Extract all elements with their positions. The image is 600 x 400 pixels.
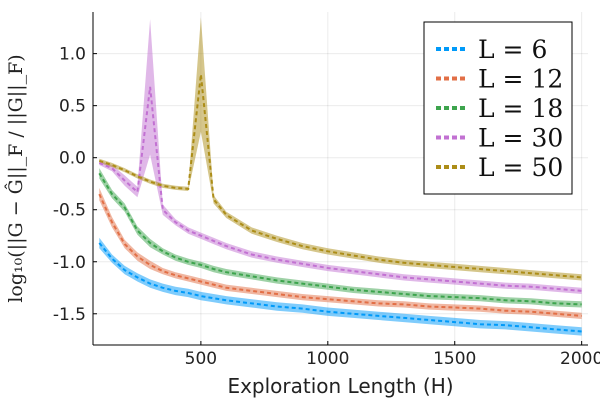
legend: L = 6L = 12L = 18L = 30L = 50 xyxy=(423,21,573,195)
y-tick-label: 0.0 xyxy=(59,149,86,169)
y-axis-label: log₁₀(||G − Ĝ||_F / ||G||_F) xyxy=(4,54,27,302)
y-tick-labels: -1.5 -1.0 -0.5 0.0 0.5 1.0 xyxy=(53,45,86,325)
legend-label: L = 12 xyxy=(478,65,563,94)
y-tick-label: 0.5 xyxy=(59,97,86,117)
line-series-3 xyxy=(98,172,582,306)
legend-label: L = 18 xyxy=(478,94,563,123)
legend-item: L = 6 xyxy=(436,35,547,64)
legend-item: L = 12 xyxy=(436,65,563,94)
legend-label: L = 6 xyxy=(478,35,547,64)
x-axis-label: Exploration Length (H) xyxy=(227,374,453,398)
x-tick-label: 2000 xyxy=(560,349,600,369)
y-tick-label: -1.0 xyxy=(53,253,86,273)
line-series-4 xyxy=(98,86,582,292)
band-series-1 xyxy=(99,237,582,336)
band-series-5 xyxy=(99,17,582,281)
line-series-5 xyxy=(98,74,582,279)
legend-item: L = 30 xyxy=(436,124,563,153)
x-tick-label: 1500 xyxy=(433,349,476,369)
x-tick-labels: 500 1000 1500 2000 xyxy=(185,349,600,369)
line-series-1 xyxy=(98,242,582,333)
y-tick-label: -1.5 xyxy=(53,305,86,325)
x-tick-label: 1000 xyxy=(306,349,349,369)
legend-label: L = 30 xyxy=(478,124,563,153)
legend-item: L = 50 xyxy=(436,153,563,182)
axes xyxy=(92,12,588,346)
legend-item: L = 18 xyxy=(436,94,563,123)
legend-label: L = 50 xyxy=(478,153,563,182)
x-tick-label: 500 xyxy=(185,349,217,369)
y-tick-label: 1.0 xyxy=(59,45,86,65)
y-tick-label: -0.5 xyxy=(53,201,86,221)
line-series-2 xyxy=(98,193,582,317)
series-lines xyxy=(98,74,582,333)
band-series-3 xyxy=(99,168,582,308)
